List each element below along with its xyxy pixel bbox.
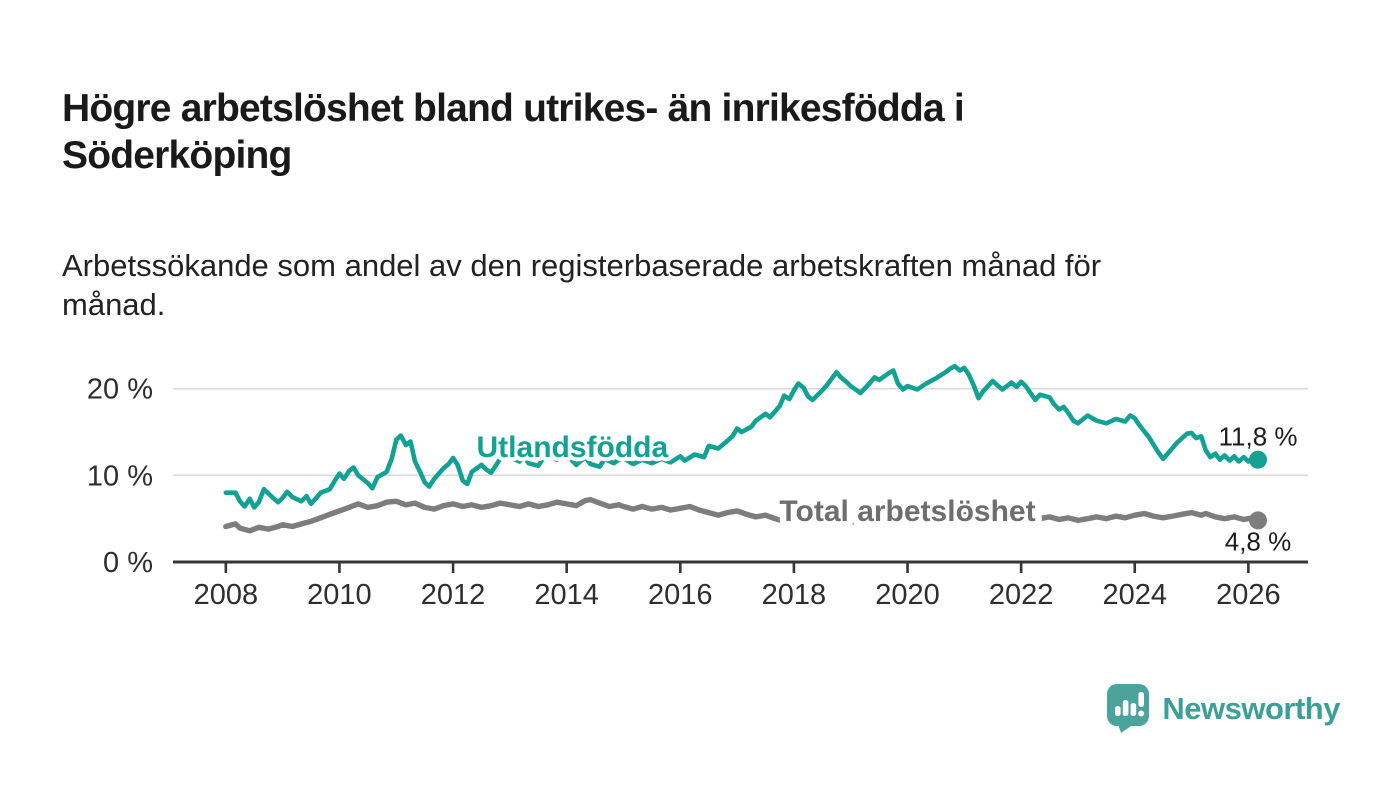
x-axis-label: 2024	[1102, 579, 1167, 611]
series-end-dot-utlandsf-dda	[1249, 450, 1268, 469]
page-subtitle: Arbetssökande som andel av den registerb…	[62, 248, 1102, 322]
x-axis-label: 2010	[307, 579, 372, 611]
series-end-dot-total-arbetsl-shet	[1249, 511, 1268, 530]
series-label-total-arbetsl-shet: Total arbetslöshet	[779, 495, 1035, 528]
x-axis-label: 2012	[421, 579, 486, 611]
y-axis-label: 0 %	[103, 547, 153, 579]
x-axis-label: 2016	[648, 579, 713, 611]
series-label-utlandsf-dda: Utlandsfödda	[477, 431, 669, 464]
x-axis-label: 2018	[762, 579, 827, 611]
x-axis-label: 2014	[534, 579, 599, 611]
y-axis-label: 10 %	[87, 460, 153, 492]
series-line-total-arbetsl-shet	[223, 496, 1261, 534]
series-end-value-utlandsf-dda: 11,8 %	[1219, 422, 1298, 452]
x-axis-label: 2020	[875, 579, 940, 611]
x-axis-label: 2026	[1216, 579, 1281, 611]
series-line-utlandsf-dda	[223, 363, 1261, 510]
y-axis-label: 20 %	[87, 374, 153, 406]
newsworthy-logo-text: Newsworthy	[1162, 690, 1340, 726]
x-axis-label: 2008	[194, 579, 259, 611]
newsworthy-logo-icon	[1107, 684, 1150, 733]
x-axis-label: 2022	[989, 579, 1054, 611]
page-title: Högre arbetslöshet bland utrikes- än inr…	[62, 87, 965, 177]
newsworthy-logo: Newsworthy	[1107, 684, 1340, 733]
series-end-value-total-arbetsl-shet: 4,8 %	[1225, 526, 1292, 556]
